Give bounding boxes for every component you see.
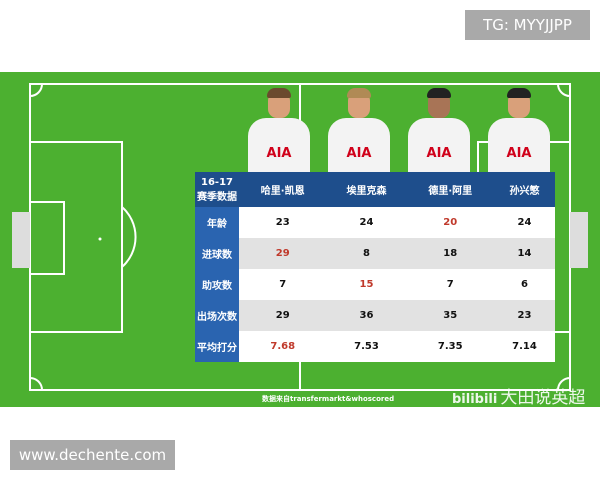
- row-label: 平均打分: [195, 331, 239, 362]
- table-row: 助攻数 7 15 7 6: [195, 269, 555, 300]
- player-photo-kane: AIA: [244, 88, 314, 172]
- stat-cell: 8: [326, 238, 407, 269]
- player-photo-eriksen: AIA: [324, 88, 394, 172]
- stats-table: 16-17 赛季数据 哈里·凯恩 埃里克森 德里·阿里 孙兴慜 年龄 23 24 20 2…: [195, 172, 555, 362]
- player-name: 埃里克森: [326, 172, 407, 207]
- player-name: 孙兴慜: [493, 172, 555, 207]
- stat-cell: 24: [493, 207, 555, 238]
- table-row: 年龄 23 24 20 24: [195, 207, 555, 238]
- row-label: 出场次数: [195, 300, 239, 331]
- stat-cell: 7: [406, 269, 494, 300]
- row-label: 助攻数: [195, 269, 239, 300]
- watermark: bilibili 大田说英超: [452, 388, 586, 408]
- row-label: 进球数: [195, 238, 239, 269]
- stat-cell: 7.14: [493, 331, 555, 362]
- table-row: 平均打分 7.68 7.53 7.35 7.14: [195, 331, 555, 362]
- stat-cell: 7.35: [406, 331, 494, 362]
- stat-cell: 23: [239, 207, 327, 238]
- stat-cell: 7: [239, 269, 327, 300]
- stat-cell: 23: [493, 300, 555, 331]
- table-row: 进球数 29 8 18 14: [195, 238, 555, 269]
- stat-cell: 7.68: [239, 331, 327, 362]
- stat-cell: 29: [239, 300, 327, 331]
- stat-cell: 15: [326, 269, 407, 300]
- player-name: 德里·阿里: [406, 172, 494, 207]
- stat-cell: 14: [493, 238, 555, 269]
- bilibili-logo: bilibili: [452, 392, 498, 407]
- stat-cell: 35: [406, 300, 494, 331]
- stat-cell: 29: [239, 238, 327, 269]
- stat-cell: 24: [326, 207, 407, 238]
- stat-cell: 20: [406, 207, 494, 238]
- stat-cell: 7.53: [326, 331, 407, 362]
- stat-cell: 6: [493, 269, 555, 300]
- season-label: 16-17 赛季数据: [195, 172, 239, 207]
- stat-cell: 18: [406, 238, 494, 269]
- tg-badge: TG: MYYJJPP: [465, 10, 590, 40]
- player-photo-son: AIA: [484, 88, 554, 172]
- player-photo-alli: AIA: [404, 88, 474, 172]
- data-source: 数据来自transfermarkt&whoscored: [262, 395, 395, 403]
- row-label: 年龄: [195, 207, 239, 238]
- header-row: 16-17 赛季数据 哈里·凯恩 埃里克森 德里·阿里 孙兴慜: [195, 172, 555, 207]
- stat-cell: 36: [326, 300, 407, 331]
- table-row: 出场次数 29 36 35 23: [195, 300, 555, 331]
- player-name: 哈里·凯恩: [239, 172, 327, 207]
- site-badge: www.dechente.com: [10, 440, 175, 470]
